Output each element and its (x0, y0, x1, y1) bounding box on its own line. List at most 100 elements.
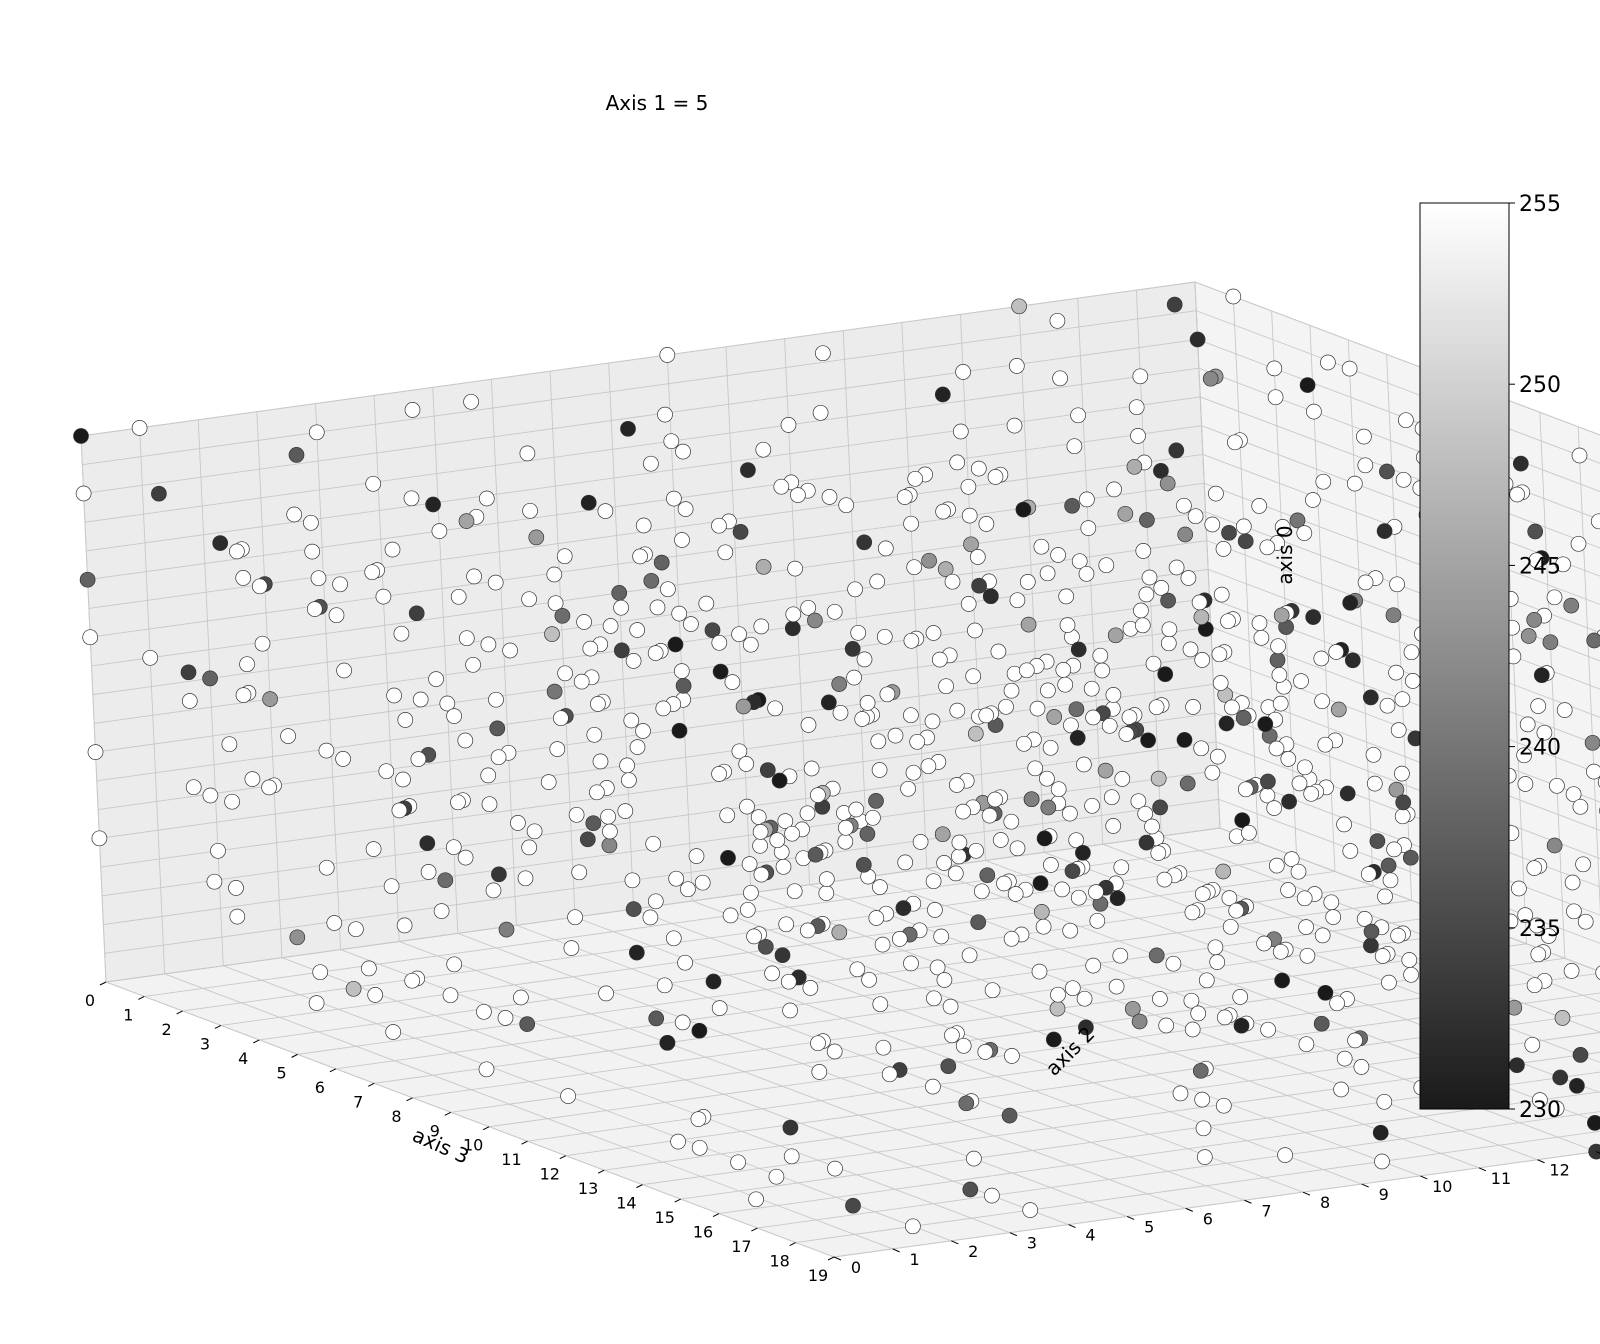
data-point (574, 674, 589, 689)
data-point (828, 1161, 843, 1176)
data-point (1133, 369, 1148, 384)
data-point (1008, 887, 1023, 902)
data-point (1017, 736, 1032, 751)
data-point (458, 850, 473, 865)
data-point (860, 826, 875, 841)
data-point (1405, 673, 1420, 688)
data-point (1557, 703, 1572, 718)
data-point (337, 663, 352, 678)
data-point (1139, 513, 1154, 528)
data-point (871, 734, 886, 749)
data-point (80, 572, 95, 587)
data-point (618, 804, 633, 819)
data-point (754, 867, 769, 882)
data-point (1227, 435, 1242, 450)
data-point (1166, 956, 1181, 971)
data-point (586, 816, 601, 831)
data-point (1010, 841, 1025, 856)
data-point (569, 807, 584, 822)
data-point (1055, 882, 1070, 897)
data-point (951, 849, 966, 864)
data-point (676, 678, 691, 693)
data-point (1549, 778, 1564, 793)
data-point (760, 763, 775, 778)
data-point (1572, 448, 1587, 463)
data-point (1016, 502, 1031, 517)
data-point (1297, 526, 1312, 541)
data-point (979, 708, 994, 723)
data-point (550, 742, 565, 757)
data-point (872, 880, 887, 895)
data-point (181, 665, 196, 680)
data-point (779, 917, 794, 932)
data-point (447, 957, 462, 972)
data-point (1589, 1144, 1600, 1159)
data-point (1272, 667, 1287, 682)
data-point (1543, 635, 1558, 650)
data-point (303, 515, 318, 530)
data-point (1337, 817, 1352, 832)
data-point (561, 1089, 576, 1104)
data-point (1194, 610, 1209, 625)
data-point (1363, 690, 1378, 705)
data-point (969, 843, 984, 858)
data-point (644, 573, 659, 588)
data-point (476, 1004, 491, 1019)
data-point (1076, 757, 1091, 772)
data-point (319, 860, 334, 875)
data-point (1149, 700, 1164, 715)
data-point (1104, 790, 1119, 805)
data-point (1375, 949, 1390, 964)
data-point (1241, 825, 1256, 840)
data-point (939, 679, 954, 694)
data-point (1119, 727, 1134, 742)
data-point (420, 836, 435, 851)
data-point (749, 1192, 764, 1207)
data-point (904, 956, 919, 971)
data-point (1185, 1022, 1200, 1037)
data-point (910, 734, 925, 749)
data-point (882, 1067, 897, 1082)
data-point (1173, 1086, 1188, 1101)
data-point (1020, 574, 1035, 589)
y-tick-label: 0 (851, 1258, 861, 1277)
x-tick-mark (100, 982, 106, 985)
x-axis-label: axis 3 (409, 1123, 473, 1169)
data-point (143, 650, 158, 665)
data-point (1564, 598, 1579, 613)
data-point (907, 560, 922, 575)
data-point (656, 701, 671, 716)
data-point (1306, 404, 1321, 419)
data-point (1345, 653, 1360, 668)
data-point (1178, 527, 1193, 542)
data-point (262, 780, 277, 795)
data-point (845, 641, 860, 656)
data-point (1106, 818, 1121, 833)
data-point (1050, 313, 1065, 328)
x-tick-label: 4 (238, 1049, 248, 1068)
data-point (1366, 747, 1381, 762)
data-point (564, 941, 579, 956)
data-point (612, 585, 627, 600)
data-point (510, 815, 525, 830)
x-tick-mark (407, 1098, 413, 1101)
data-point (937, 973, 952, 988)
data-point (935, 387, 950, 402)
data-point (1381, 975, 1396, 990)
data-point (669, 871, 684, 886)
data-point (1065, 498, 1080, 513)
data-point (1129, 400, 1144, 415)
data-point (1383, 873, 1398, 888)
data-point (488, 575, 503, 590)
data-point (434, 904, 449, 919)
data-point (547, 684, 562, 699)
data-point (1216, 864, 1231, 879)
x-tick-label: 12 (540, 1165, 560, 1184)
data-point (1139, 587, 1154, 602)
data-point (768, 701, 783, 716)
data-point (1318, 985, 1333, 1000)
x-tick-label: 16 (693, 1223, 713, 1242)
data-point (1363, 938, 1378, 953)
y-tick-label: 6 (1203, 1209, 1213, 1228)
